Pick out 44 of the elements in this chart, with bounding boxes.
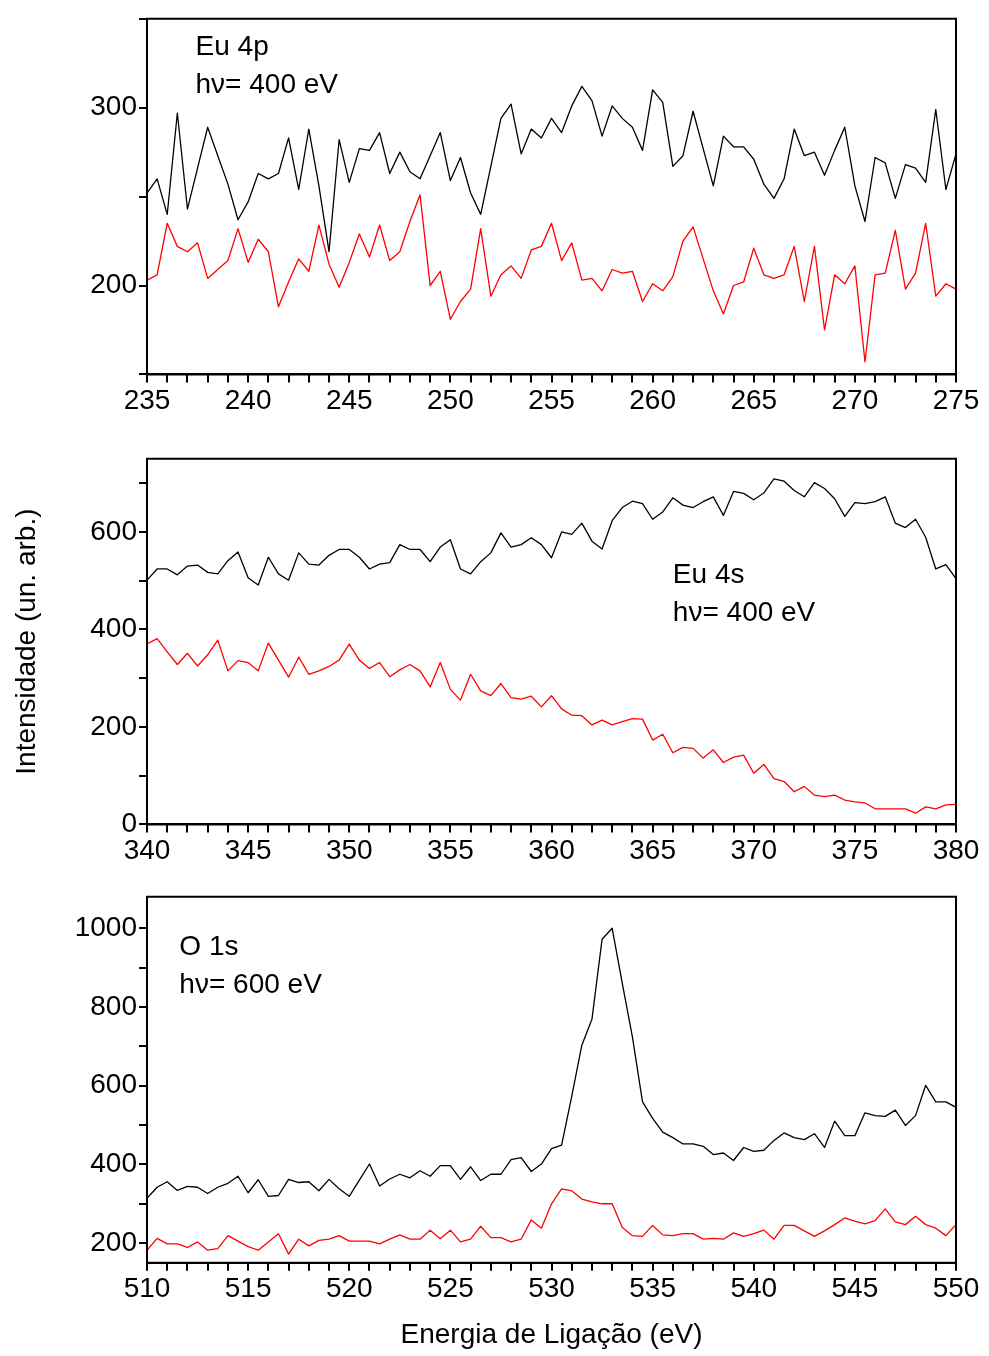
y-tick-label: 300 [90,90,137,122]
y-axis-title: Intensidade (un. arb.) [9,508,41,775]
x-tick-label: 355 [427,833,474,865]
x-tick-label: 375 [831,833,879,865]
x-tick-label: 525 [427,1272,474,1304]
y-tick-label: 200 [90,268,137,300]
x-tick-label: 360 [528,833,575,865]
x-tick-label: 540 [730,1272,778,1304]
y-tick-label: 400 [90,1147,137,1179]
x-tick-label: 270 [831,383,879,415]
x-tick-label: 275 [932,383,980,415]
x-tick-label: 345 [224,833,272,865]
x-tick-label: 520 [325,1272,373,1304]
annotation: O 1s [179,930,239,962]
y-tick-label: 200 [90,709,137,741]
x-tick-label: 530 [528,1272,575,1304]
y-tick-label: 600 [90,514,137,546]
x-tick-label: 370 [730,833,778,865]
y-tick-label: 200 [90,1225,137,1257]
x-tick-label: 265 [730,383,778,415]
x-tick-label: 260 [629,383,676,415]
x-tick-label: 535 [629,1272,676,1304]
x-tick-label: 510 [123,1272,171,1304]
y-tick-label: 800 [90,989,137,1021]
annotation: Eu 4p [195,29,269,61]
x-tick-label: 380 [932,833,980,865]
x-tick-label: 350 [325,833,373,865]
x-tick-label: 365 [629,833,676,865]
x-tick-label: 250 [427,383,474,415]
y-tick-label: 400 [90,612,137,644]
annotation: hν= 400 eV [195,67,339,99]
x-tick-label: 240 [224,383,272,415]
x-axis-title: Energia de Ligação (eV) [400,1317,703,1349]
annotation: hν= 400 eV [672,595,816,627]
x-tick-label: 235 [123,383,171,415]
x-tick-label: 550 [932,1272,980,1304]
x-tick-label: 245 [325,383,373,415]
x-tick-label: 515 [224,1272,272,1304]
y-tick-label: 600 [90,1068,137,1100]
y-tick-label: 1000 [74,911,137,942]
annotation: Eu 4s [672,557,745,589]
x-tick-label: 545 [831,1272,879,1304]
x-tick-label: 255 [528,383,575,415]
annotation: hν= 600 eV [179,968,323,1000]
